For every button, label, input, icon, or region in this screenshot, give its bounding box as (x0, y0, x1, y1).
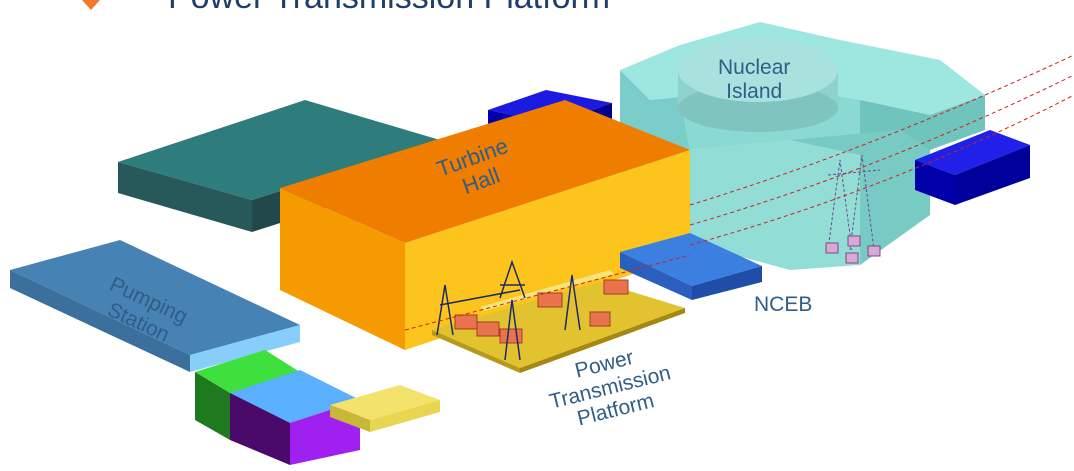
nceb-building (620, 233, 762, 300)
pylon-structures (436, 259, 581, 361)
orange-chevron-bullet-icon (82, 0, 100, 10)
turbine-hall (280, 100, 690, 350)
blue-block-right (915, 130, 1030, 205)
page-title: Power Transmission Platform (168, 0, 610, 17)
nceb-label: NCEB (754, 293, 813, 316)
power-lines (404, 54, 1074, 331)
pumping-station (10, 240, 300, 372)
power-transmission-platform (432, 270, 685, 373)
nuclear-island-label: Nuclear Island (718, 56, 791, 103)
nuclear-island-complex (620, 22, 985, 270)
pump-basins (195, 350, 440, 465)
nuclear-substation (825, 154, 881, 264)
